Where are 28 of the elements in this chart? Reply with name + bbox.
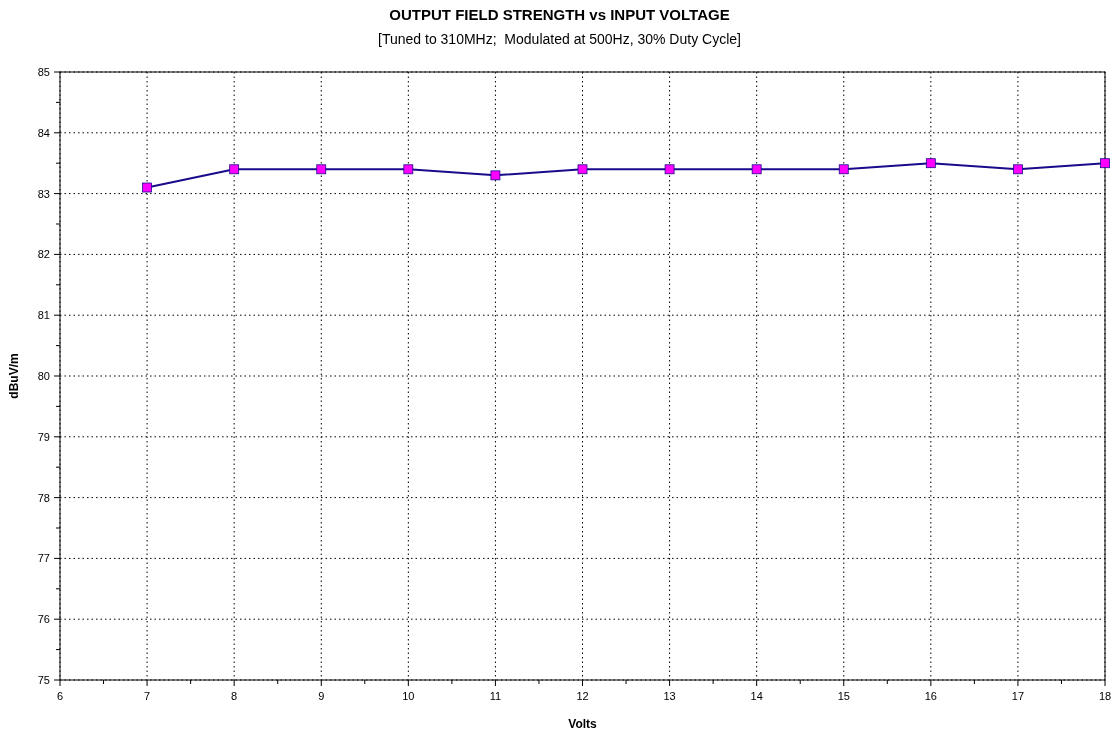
- chart-subtitle: [Tuned to 310MHz; Modulated at 500Hz, 30% Duty Cycle]: [378, 31, 741, 47]
- y-tick-label: 81: [37, 309, 50, 322]
- x-tick-label: 18: [1098, 690, 1112, 702]
- y-tick-label: 82: [37, 248, 50, 261]
- x-tick-label: 8: [231, 690, 238, 702]
- x-tick-label: 17: [1011, 690, 1025, 702]
- y-tick-label: 76: [37, 613, 50, 626]
- y-tick-label: 75: [37, 674, 50, 686]
- x-axis-title: Volts: [568, 717, 598, 731]
- y-tick-label: 79: [37, 430, 50, 443]
- x-tick-label: 15: [837, 690, 850, 702]
- x-tick-label: 16: [924, 690, 937, 702]
- y-tick-label: 84: [37, 126, 50, 139]
- x-tick-label: 6: [56, 690, 64, 702]
- x-tick-label: 13: [663, 690, 676, 702]
- y-tick-label: 78: [37, 491, 50, 504]
- x-tick-label: 11: [489, 690, 502, 702]
- y-tick-label: 83: [37, 187, 50, 200]
- y-tick-label: 85: [37, 66, 50, 78]
- chart-title: OUTPUT FIELD STRENGTH vs INPUT VOLTAGE: [389, 6, 730, 23]
- y-tick-label: 77: [37, 552, 50, 565]
- x-tick-label: 14: [750, 690, 763, 702]
- x-tick-label: 9: [318, 690, 325, 702]
- x-tick-label: 10: [402, 690, 415, 702]
- x-tick-label: 7: [144, 690, 151, 702]
- y-tick-label: 80: [37, 370, 50, 382]
- y-axis-title: dBuV/m: [7, 353, 21, 399]
- x-tick-label: 12: [576, 690, 589, 702]
